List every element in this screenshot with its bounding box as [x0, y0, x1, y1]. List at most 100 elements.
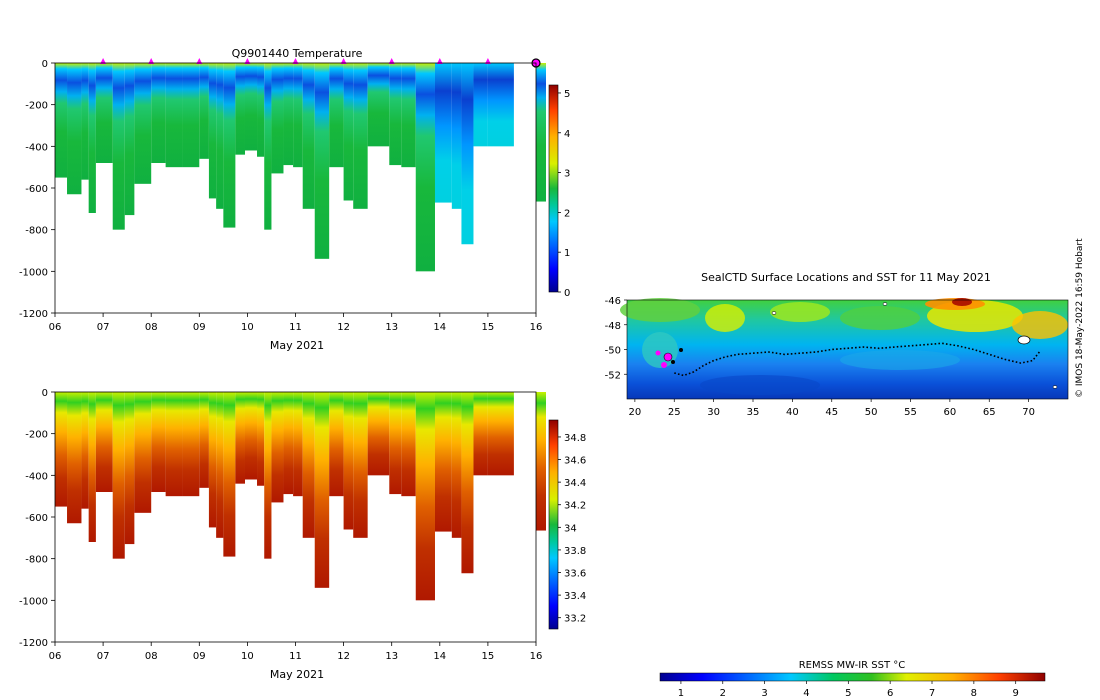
colorbar-tick-label: 34.8: [564, 433, 586, 444]
temperature-profile-column: [134, 63, 152, 184]
temperature-profile-column: [199, 63, 209, 159]
colorbar-tick-label: 3: [564, 169, 570, 180]
temperature-profile-column: [415, 63, 435, 272]
temperature-profile-column: [353, 63, 368, 209]
temperature-profile-column: [461, 63, 474, 245]
x-tick-label: 14: [433, 322, 446, 333]
salinity-profile-column: [112, 392, 125, 559]
salinity-profile-column: [264, 392, 272, 559]
surface-marker: [100, 58, 107, 64]
recent-locations: [655, 348, 683, 368]
salinity-profile-column: [223, 392, 236, 557]
y-tick-label: -1000: [19, 596, 48, 607]
x-tick-label: 15: [482, 651, 495, 662]
x-tick-label: 10: [241, 322, 254, 333]
x-tick-label: 10: [241, 651, 254, 662]
temperature-profile-column: [451, 63, 462, 209]
sst-colorbar-ticks: 1 2 3 4 5 6 7 8 9: [678, 681, 1019, 699]
x-tick-label: 16: [530, 651, 543, 662]
temperature-profile-column: [473, 63, 488, 147]
salinity-profile-column: [182, 392, 200, 497]
map-x-tick-label: 35: [747, 407, 760, 418]
colorbar-tick-label: 34.4: [564, 478, 586, 489]
sst-colorbar-tick-label: 6: [887, 688, 893, 699]
temperature-profile-column: [235, 63, 245, 155]
salinity-profile-column: [487, 392, 514, 476]
temperature-profile-column: [244, 63, 258, 151]
surface-marker: [292, 58, 299, 64]
colorbar-tick-label: 34.6: [564, 456, 586, 467]
y-tick-label: -400: [25, 142, 48, 153]
salinity-profile-column: [283, 392, 294, 495]
temperature-profile-column: [283, 63, 294, 166]
temperature-profiles: [55, 63, 546, 272]
temperature-profile-column: [182, 63, 200, 168]
salinity-profile-column: [244, 392, 258, 480]
sst-colorbar-tick-label: 5: [845, 688, 851, 699]
salinity-profile-column: [293, 392, 303, 497]
map-x-tick-label: 55: [904, 407, 917, 418]
map-x-tick-label: 20: [629, 407, 642, 418]
y-tick-label: -600: [25, 513, 48, 524]
temperature-profile-column: [95, 63, 113, 163]
x-tick-label: 13: [385, 651, 398, 662]
temperature-x-axis-label: May 2021: [270, 339, 324, 352]
x-tick-label: 11: [289, 322, 302, 333]
salinity-profile-column: [353, 392, 368, 538]
temperature-colorbar-ticks: 0 1 2 3 4 5: [558, 89, 570, 299]
sst-colorbar-tick-label: 7: [929, 688, 935, 699]
temperature-profile-column: [124, 63, 135, 216]
surface-marker: [436, 58, 443, 64]
salinity-x-axis-label: May 2021: [270, 668, 324, 681]
salinity-profile-column: [199, 392, 209, 488]
x-tick-label: 12: [337, 651, 350, 662]
y-tick-label: 0: [42, 388, 48, 399]
map-y-tick-label: -50: [605, 346, 621, 357]
x-tick-label: 08: [145, 322, 158, 333]
salinity-profile-column: [124, 392, 135, 545]
temperature-profile-column: [112, 63, 125, 230]
map-x-tick-label: 25: [668, 407, 681, 418]
x-tick-label: 07: [97, 651, 110, 662]
salinity-profile-column: [451, 392, 462, 538]
surface-marker: [244, 58, 251, 64]
temperature-profile-column: [208, 63, 217, 199]
temperature-chart-title: Q9901440 Temperature: [232, 47, 363, 60]
salinity-profile-column: [461, 392, 474, 574]
temperature-profile-column: [487, 63, 514, 147]
surface-marker: [484, 58, 491, 64]
temperature-profile-column: [271, 63, 284, 174]
salinity-profile-column: [88, 392, 96, 542]
surface-marker: [388, 58, 395, 64]
sst-map-title: SealCTD Surface Locations and SST for 11…: [701, 271, 991, 284]
salinity-profile-column: [314, 392, 330, 588]
temperature-profile-column: [88, 63, 96, 213]
sst-map-panel: SealCTD Surface Locations and SST for 11…: [605, 271, 1069, 699]
salinity-profile-column: [151, 392, 166, 492]
sst-map-axes: 20 25 30 35 40 45 50 55 60 65 70 -46 -48 -50 -52: [605, 296, 1035, 418]
map-y-tick-label: -48: [605, 321, 621, 332]
x-tick-label: 06: [49, 651, 62, 662]
x-tick-label: 14: [433, 651, 446, 662]
colorbar-tick-label: 33.4: [564, 591, 586, 602]
map-x-tick-label: 40: [786, 407, 799, 418]
y-tick-label: -1200: [19, 638, 48, 649]
colorbar-tick-label: 2: [564, 208, 570, 219]
colorbar-tick-label: 1: [564, 248, 570, 259]
colorbar-tick-label: 4: [564, 129, 570, 140]
temperature-profile-column: [151, 63, 166, 163]
imos-watermark: © IMOS 18-May-2022 16:59 Hobart: [1075, 238, 1085, 398]
temperature-profile-column: [343, 63, 354, 201]
sst-warm-features: [620, 298, 1068, 395]
temperature-panel: Q9901440 Temperature 0 -200 -400 -600 -800 -1…: [19, 47, 570, 352]
sst-colorbar-tick-label: 1: [678, 688, 684, 699]
y-tick-label: 0: [42, 59, 48, 70]
x-tick-label: 15: [482, 322, 495, 333]
surface-markers: [100, 58, 541, 68]
colorbar-tick-label: 5: [564, 89, 570, 100]
sst-colorbar-tick-label: 8: [971, 688, 977, 699]
x-tick-label: 09: [193, 322, 206, 333]
